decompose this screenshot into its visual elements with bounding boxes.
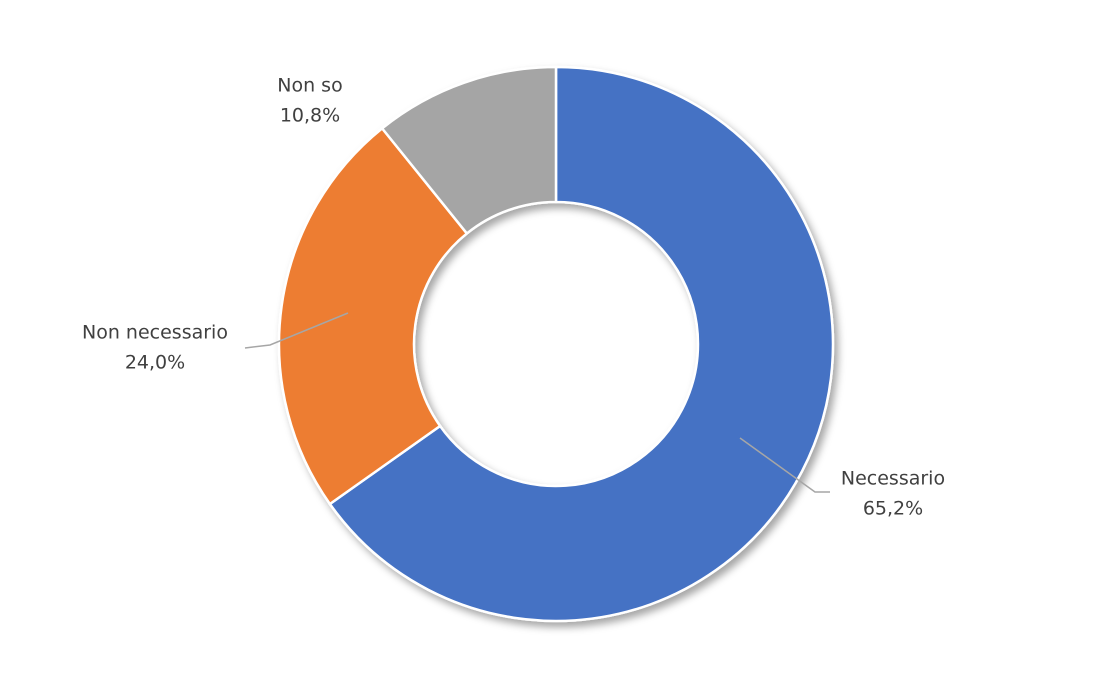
slice-value-label: 10,8% [280,105,340,127]
donut-slice [380,65,558,236]
donut-slice [328,65,835,623]
donut [277,65,835,623]
leader-line [739,437,830,493]
leader-lines [244,312,830,493]
slice-value-label: 65,2% [863,498,923,520]
donut-slice [277,126,469,506]
slice-category: Necessario [841,468,945,490]
slice-value-label: 24,0% [125,352,185,374]
slice-category: Non necessario [82,322,228,344]
leader-line [244,312,349,349]
slice-category: Non so [277,75,342,97]
